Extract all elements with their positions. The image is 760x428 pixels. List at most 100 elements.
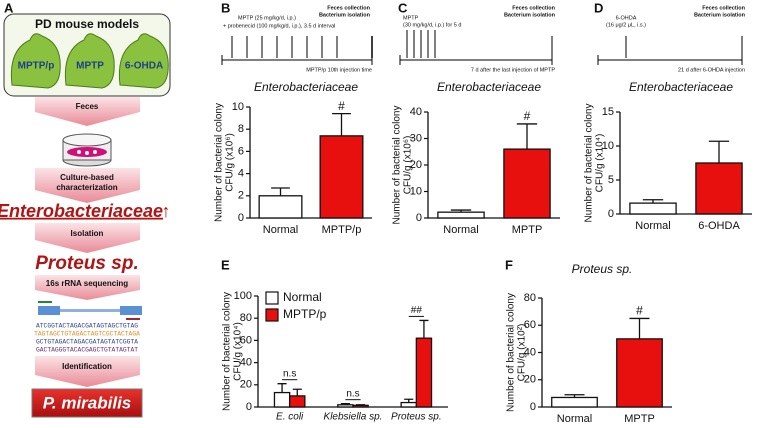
bar [616, 338, 663, 408]
y-tick-label: 60 [240, 334, 252, 346]
y-tick-label: 80 [524, 292, 536, 304]
significance-label: n.s [346, 388, 359, 399]
error-bar [629, 317, 650, 339]
y-tick-label: 4 [238, 168, 244, 180]
y-tick-label: 40 [524, 346, 536, 358]
y-axis-label: Number of bacterial colony [506, 293, 517, 412]
species-box [31, 388, 143, 418]
panel-label: B [221, 0, 230, 15]
step-label: Culture-based [60, 173, 114, 182]
y-tick-label: 2 [238, 190, 244, 202]
x-tick-label: E. coli [276, 412, 304, 423]
panel-label: D [594, 0, 603, 15]
bar [503, 148, 551, 219]
significance-label: n.s [283, 368, 296, 379]
y-tick-label: 0 [530, 401, 536, 413]
sequence: GCTGTAGACTAGACGATAGTATCGGTA [36, 339, 138, 346]
y-tick-label: 8 [238, 123, 244, 135]
y-tick-label: 0 [238, 212, 244, 224]
timeline-text: Bacterium isolation [694, 12, 746, 18]
panel-label: E [221, 257, 230, 272]
y-tick-label: 0 [416, 212, 422, 224]
timeline-text: Feces collection [327, 5, 370, 11]
bar [400, 401, 417, 408]
chart-title: Proteus sp. [572, 262, 633, 276]
bar [319, 135, 364, 219]
timeline-text: (30 mg/kg/d, i.p.) for 5 d [403, 22, 461, 28]
bar [352, 404, 369, 408]
y-tick-label: 80 [240, 312, 252, 324]
timeline-text: Feces collection [702, 5, 745, 11]
legend-swatch [265, 291, 279, 305]
step-label: Isolation [71, 229, 104, 238]
x-tick-label: MPTP [624, 413, 655, 425]
significance-label: ## [411, 305, 423, 316]
bar [273, 391, 291, 408]
model-label: MPTP [76, 61, 104, 72]
bar [258, 195, 303, 219]
y-tick-label: 100 [234, 290, 252, 302]
culture-dish [62, 133, 112, 167]
y-tick-label: 30 [410, 132, 422, 144]
timeline-text: MPTP [403, 15, 419, 21]
error-bar [419, 319, 429, 339]
step-label: Identification [62, 362, 112, 371]
error-bar [516, 123, 538, 150]
timeline-text: + probenecid (100 mg/kg/d, i.p.), 3.5 d … [223, 23, 335, 29]
bar [337, 404, 354, 408]
flow-arrow [35, 275, 140, 300]
step-label: 16s rRNA sequencing [46, 279, 129, 288]
mouse [10, 33, 169, 89]
genus-label: Proteus sp. [35, 253, 138, 274]
error-bar [292, 388, 302, 396]
x-tick-label: Proteus sp. [391, 412, 442, 423]
y-tick-label: 20 [240, 379, 252, 391]
flow-arrow [35, 356, 140, 387]
error-bar [708, 140, 730, 163]
chart-title: Enterobacteriaceae [437, 80, 541, 94]
chart-title: Enterobacteriaceae [629, 80, 733, 94]
sequence: TAGTAGCTGTAGACTAGTCGCTACTAGA [34, 331, 140, 338]
significance-label: # [636, 304, 643, 318]
timeline-text: MPTP (25 mg/kg/d, i.p.) [238, 15, 296, 21]
panel-label: C [398, 0, 408, 15]
significance-label: # [338, 99, 345, 113]
y-tick-label: 5 [608, 174, 614, 186]
legend-swatch [265, 308, 279, 322]
timeline-text: Bacterium isolation [504, 12, 556, 18]
timeline-text: Bacterium isolation [319, 12, 371, 18]
timeline [221, 30, 743, 65]
y-tick-label: 20 [524, 374, 536, 386]
step-label: Feces [76, 102, 99, 111]
y-axis-label: CFU/g (x10²) [517, 324, 528, 382]
increase-arrow: ↑ [162, 201, 171, 221]
legend-label: MPTP/p [283, 307, 327, 321]
species-label: P. mirabilis [43, 393, 132, 412]
x-tick-label: Normal [635, 220, 670, 232]
significance-label: # [524, 109, 531, 123]
error-bar [332, 113, 351, 136]
y-axis-label: Number of bacterial colony [392, 106, 403, 225]
flow-arrow [35, 97, 140, 126]
model-label: MPTP/p [18, 61, 55, 72]
family-label: Enterobacteriaceae [0, 201, 163, 221]
y-axis-label: Number of bacterial colony [584, 104, 595, 223]
x-tick-label: Klebsiella sp. [324, 412, 383, 423]
legend-label: Normal [283, 290, 322, 304]
y-axis-label: Number of bacterial colony [222, 292, 233, 411]
sequence: ATCGGTACTAGACGATAGTAGCTGTAG [36, 323, 138, 330]
error-bar [271, 187, 290, 196]
y-axis-label: CFU/g (x10⁴) [595, 134, 606, 193]
y-tick-label: 15 [602, 106, 614, 118]
timeline-text: Feces collection [512, 5, 555, 11]
sequence: GACTAGGGTACACGAGCTGTATAGTAT [36, 347, 138, 354]
y-axis-label: CFU/g (x10⁶) [225, 133, 236, 192]
step-label: characterization [56, 183, 117, 192]
y-tick-label: 20 [410, 159, 422, 171]
gene-diagram [38, 301, 142, 320]
panel-label: A [4, 0, 14, 15]
workflow: PD mouse models MPTP/p MPTP 6-OHDA Feces… [0, 13, 171, 418]
y-axis-label: CFU/g (x10⁶) [403, 136, 414, 195]
y-axis-label: Number of bacterial colony [214, 103, 225, 222]
